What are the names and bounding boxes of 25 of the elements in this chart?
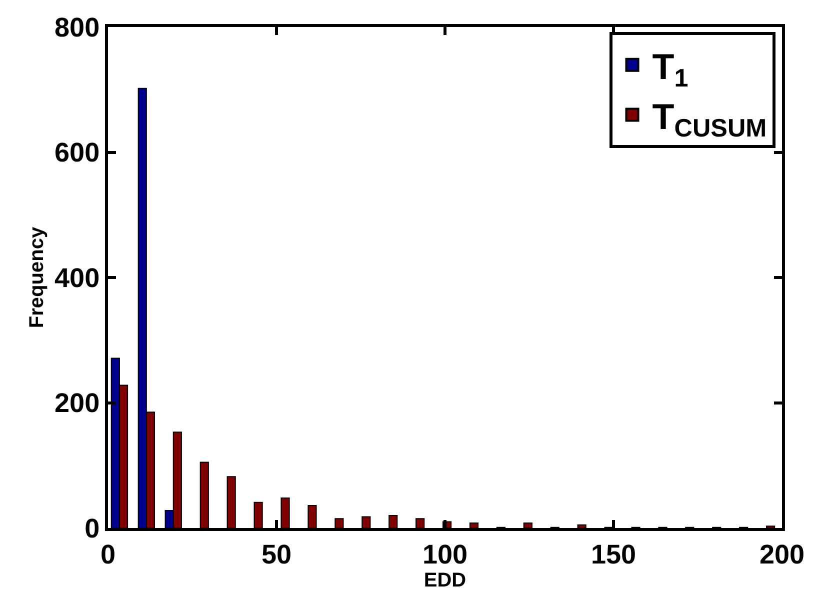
bar: [577, 524, 586, 528]
y-tick-label: 200: [54, 388, 100, 418]
y-tick-label: 400: [54, 262, 100, 293]
bar: [469, 522, 479, 528]
bar: [226, 476, 236, 528]
x-tick-label: 100: [422, 539, 468, 570]
bar: [362, 516, 371, 528]
bar: [200, 462, 209, 528]
bar: [388, 514, 398, 528]
x-tick-label: 150: [590, 539, 636, 570]
y-tick-label: 0: [84, 513, 100, 544]
legend-label: T$_{1}$: [652, 46, 688, 93]
x-tick-label: 200: [759, 539, 805, 570]
bar: [254, 502, 263, 528]
bar: [280, 497, 290, 528]
bar: [416, 518, 425, 528]
legend-label: T$_{CUSUM}$: [652, 96, 767, 142]
bar: [523, 522, 532, 528]
y-tick-label: 800: [54, 12, 100, 42]
bar: [334, 518, 344, 528]
y-axis-title: Frequency: [26, 226, 48, 328]
bar: [308, 504, 317, 528]
y-tick-label: 600: [54, 138, 100, 168]
x-axis-title: EDD: [424, 569, 466, 592]
x-tick-label: 50: [261, 539, 292, 570]
